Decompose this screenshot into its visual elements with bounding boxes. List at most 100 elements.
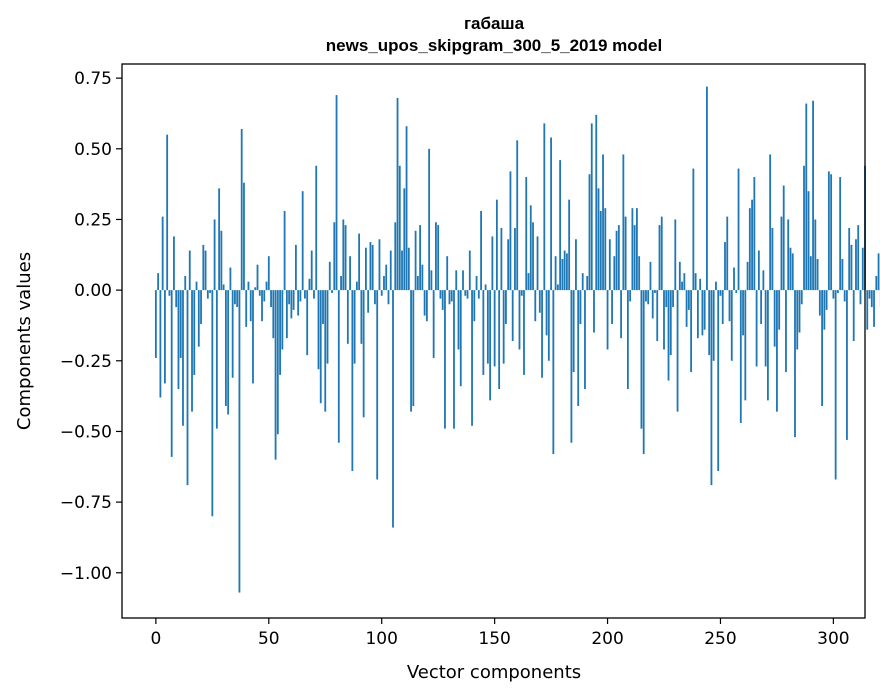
- bar: [204, 250, 207, 291]
- bar: [536, 236, 539, 291]
- bar: [243, 182, 245, 291]
- bar: [371, 244, 374, 291]
- bar: [579, 290, 582, 325]
- bar: [859, 290, 862, 305]
- bar: [870, 290, 873, 308]
- bar: [435, 222, 437, 291]
- bar: [410, 290, 412, 412]
- bar: [335, 95, 338, 291]
- y-tick-label: 0.75: [74, 69, 112, 89]
- bar: [344, 225, 347, 291]
- bar: [532, 222, 534, 291]
- bar: [773, 290, 776, 347]
- bar: [737, 168, 740, 291]
- bar: [760, 290, 763, 325]
- bar: [590, 123, 593, 291]
- bar: [279, 290, 281, 375]
- bar: [599, 210, 602, 291]
- bar: [769, 154, 772, 291]
- bar: [254, 287, 257, 291]
- bar: [692, 168, 695, 291]
- bar: [292, 290, 295, 310]
- bar: [604, 208, 607, 291]
- bar: [353, 290, 356, 364]
- bar: [360, 290, 363, 344]
- bar: [349, 256, 351, 291]
- bar: [755, 290, 758, 367]
- bar: [776, 290, 778, 412]
- bar: [459, 290, 462, 387]
- bar: [640, 290, 643, 429]
- bar: [624, 216, 627, 291]
- bar: [265, 281, 268, 291]
- bar: [523, 290, 525, 375]
- bar: [188, 250, 191, 291]
- bar: [489, 290, 492, 401]
- bar: [414, 230, 417, 291]
- bar: [726, 216, 729, 291]
- bar: [794, 290, 796, 438]
- bar: [351, 290, 354, 472]
- bar: [699, 278, 702, 291]
- bar: [649, 261, 652, 291]
- bar: [561, 259, 564, 291]
- bar: [290, 290, 293, 319]
- bar: [202, 244, 205, 291]
- chart-subtitle: news_upos_skipgram_300_5_2019 model: [326, 36, 662, 55]
- bar: [502, 290, 505, 364]
- bar: [376, 290, 379, 480]
- bar: [757, 250, 760, 291]
- bar: [317, 290, 320, 370]
- bar: [342, 219, 345, 291]
- bar: [222, 284, 225, 291]
- bar: [340, 275, 342, 291]
- bar: [193, 290, 196, 375]
- bar: [798, 290, 801, 333]
- bar: [547, 290, 550, 361]
- bar: [638, 256, 641, 291]
- bar: [823, 290, 826, 330]
- x-axis: 0 50 100 150 200 250 300: [150, 618, 850, 649]
- bar: [803, 165, 805, 291]
- y-axis-label: Components values: [14, 252, 35, 430]
- bar: [852, 290, 855, 341]
- bar: [471, 290, 473, 426]
- bar: [416, 275, 419, 291]
- bar: [326, 290, 329, 364]
- bar: [477, 290, 480, 299]
- bar: [622, 154, 625, 291]
- bar: [615, 230, 618, 291]
- bars-group: [154, 86, 880, 593]
- bar: [588, 174, 591, 291]
- bar: [164, 290, 166, 384]
- bar: [748, 208, 751, 291]
- bar: [586, 275, 589, 291]
- bar: [658, 225, 661, 291]
- bar: [559, 160, 562, 291]
- bar: [706, 86, 708, 291]
- bar: [270, 290, 272, 308]
- bar: [482, 290, 485, 375]
- bar: [211, 290, 214, 517]
- bar: [617, 225, 620, 291]
- bar: [827, 171, 830, 291]
- bar: [374, 290, 376, 305]
- x-tick-label: 200: [591, 629, 623, 649]
- bar: [220, 230, 223, 291]
- bar: [534, 290, 537, 322]
- bar: [791, 253, 794, 291]
- bar: [195, 281, 198, 291]
- bar: [875, 275, 878, 291]
- bar: [645, 290, 647, 302]
- bar: [500, 227, 503, 291]
- bar: [807, 191, 810, 291]
- x-tick-label: 0: [150, 629, 161, 649]
- bar: [166, 134, 169, 291]
- bar: [383, 275, 385, 291]
- bar: [234, 290, 236, 305]
- bar: [173, 236, 175, 291]
- bar: [730, 290, 733, 361]
- bar: [785, 290, 787, 373]
- bar: [283, 210, 286, 291]
- bar: [157, 273, 160, 291]
